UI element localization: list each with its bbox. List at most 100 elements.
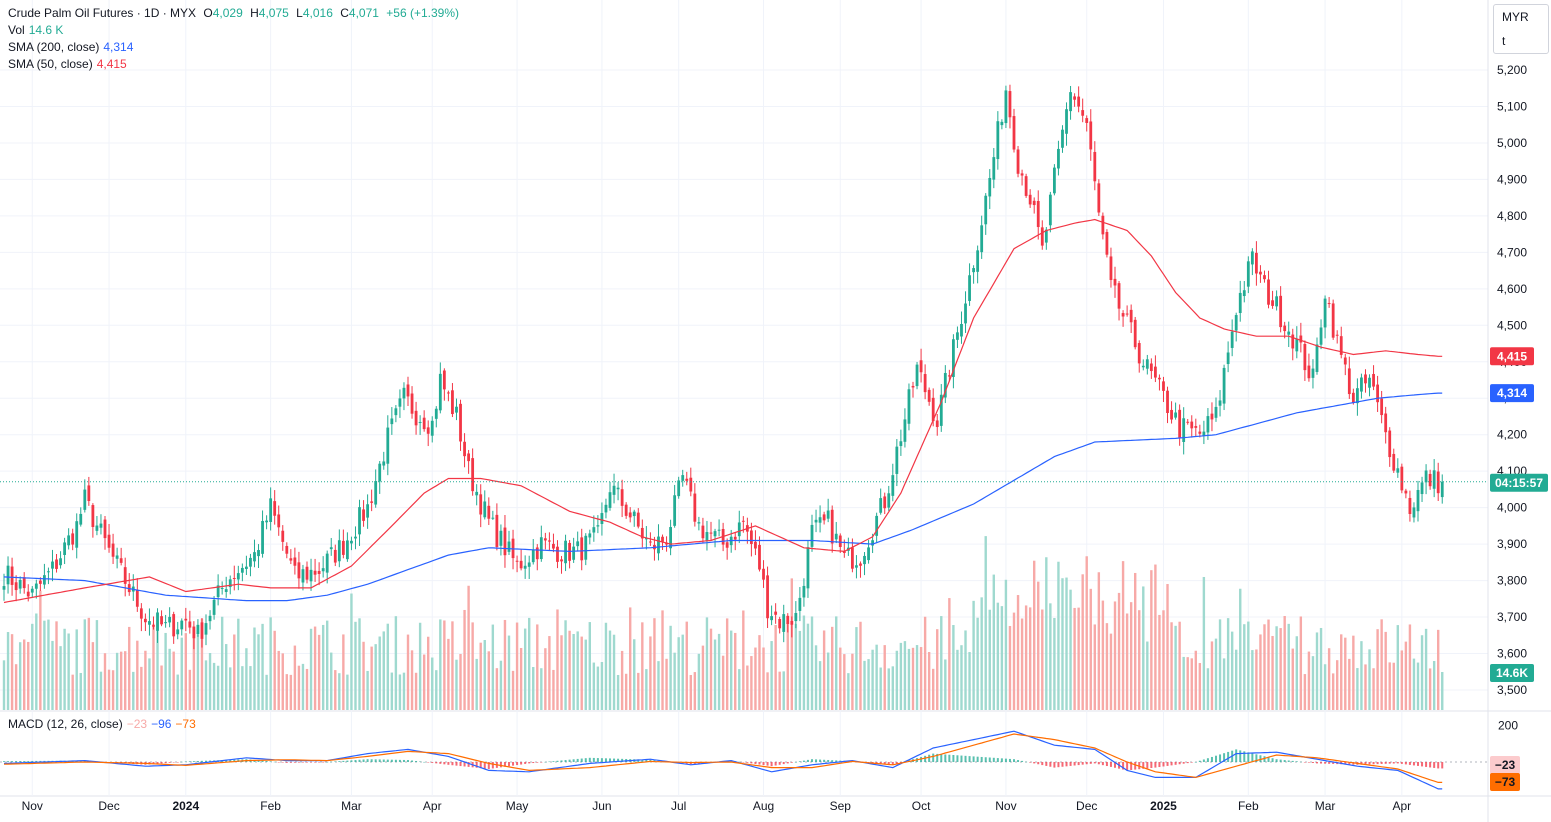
volume-bar: [697, 653, 701, 710]
candle-body: [281, 530, 285, 542]
volume-bar: [257, 634, 260, 710]
volume-bar: [1158, 614, 1161, 710]
volume-bar: [451, 621, 454, 710]
candle-body: [1133, 319, 1137, 348]
volume-bar: [192, 631, 196, 710]
macd-histogram-bar: [871, 762, 874, 763]
volume-legend[interactable]: Vol 14.6 K: [8, 22, 67, 39]
candle-body: [1424, 470, 1428, 483]
volume-bar: [245, 648, 248, 710]
volume-bar: [600, 661, 604, 710]
volume-bar: [31, 623, 34, 710]
macd-histogram-bar: [160, 762, 163, 764]
unit-selector[interactable]: MYR t: [1493, 4, 1549, 54]
macd-histogram-bar: [1251, 753, 1254, 762]
volume-bar: [883, 645, 886, 710]
volume-bar: [87, 617, 91, 710]
candle-body: [1186, 421, 1190, 423]
candle-body: [204, 623, 208, 635]
candle-body: [1097, 183, 1101, 213]
macd-histogram-bar: [1182, 762, 1185, 764]
volume-bar: [1441, 672, 1444, 710]
candle-body: [770, 616, 773, 621]
candle-body: [624, 504, 628, 516]
candle-body: [341, 540, 345, 555]
macd-histogram-bar: [819, 759, 822, 762]
candle-body: [1440, 481, 1444, 498]
macd-histogram-bar: [774, 762, 777, 766]
volume-bar: [693, 672, 697, 710]
sma200-legend[interactable]: SMA (200, close) 4,314: [8, 39, 137, 56]
candle-body: [337, 540, 341, 562]
macd-histogram-bar: [1202, 759, 1205, 762]
volume-bar: [972, 600, 975, 710]
symbol-legend: Crude Palm Oil Futures · 1D · MYX O4,029…: [8, 5, 463, 22]
macd-histogram-bar: [564, 760, 567, 762]
volume-bar: [835, 616, 838, 710]
candle-body: [980, 225, 984, 253]
volume-bar: [184, 633, 187, 710]
volume-bar: [1408, 624, 1412, 710]
candle-body: [370, 501, 374, 503]
candle-body: [1194, 426, 1198, 428]
candle-body: [1388, 430, 1392, 458]
macd-histogram-bar: [758, 762, 761, 765]
candle-body: [1295, 338, 1299, 352]
ohlc-low: L4,016: [296, 6, 333, 20]
candle-body: [596, 525, 600, 527]
candle-body: [99, 523, 103, 528]
candle-body: [786, 615, 790, 625]
currency-label[interactable]: MYR: [1502, 10, 1529, 24]
candle-body: [228, 579, 232, 588]
sma50-legend[interactable]: SMA (50, close) 4,415: [8, 56, 131, 73]
candle-body: [806, 547, 810, 589]
macd-histogram-bar: [1134, 762, 1137, 770]
candle-body: [758, 544, 761, 570]
macd-histogram-bar: [1311, 762, 1314, 763]
macd-histogram-bar: [1045, 762, 1048, 766]
volume-bar: [1251, 650, 1254, 710]
volume-bar: [289, 674, 293, 710]
volume-bar: [746, 665, 749, 710]
volume-bar: [576, 631, 579, 710]
candle-body: [176, 629, 180, 635]
symbol-title[interactable]: Crude Palm Oil Futures · 1D · MYX: [8, 6, 197, 20]
volume-bar: [427, 636, 430, 710]
macd-histogram-bar: [301, 762, 304, 763]
macd-histogram-bar: [790, 762, 793, 763]
macd-histogram-bar: [1368, 762, 1371, 765]
volume-bar: [851, 653, 854, 710]
unit-label[interactable]: t: [1502, 34, 1506, 48]
volume-bar: [1097, 572, 1101, 710]
candle-body: [608, 492, 612, 508]
macd-histogram-bar: [798, 761, 801, 762]
y-tick-label: 3,500: [1497, 683, 1527, 697]
macd-histogram-bar: [1328, 762, 1331, 764]
candle-body: [1178, 409, 1182, 438]
candle-body: [1255, 252, 1258, 274]
macd-histogram-bar: [1021, 760, 1024, 762]
volume-bar: [1372, 668, 1375, 710]
volume-bar: [1057, 561, 1060, 710]
candle-body: [1198, 431, 1202, 434]
candle-body: [616, 487, 620, 490]
volume-bar: [23, 639, 26, 710]
candle-body: [329, 547, 333, 550]
volume-bar: [1404, 641, 1408, 710]
volume-bar: [612, 634, 616, 710]
macd-histogram-bar: [398, 759, 401, 762]
macd-histogram-bar: [875, 762, 878, 764]
volume-bar: [176, 674, 179, 710]
volume-bar: [1101, 600, 1105, 710]
volume-bar: [511, 670, 515, 710]
macd-histogram-bar: [1384, 762, 1387, 764]
candle-body: [55, 559, 58, 569]
volume-bar: [1008, 625, 1012, 710]
macd-histogram-bar: [451, 762, 454, 766]
candle-body: [1380, 398, 1384, 416]
macd-histogram-bar: [79, 760, 82, 762]
candle-body: [172, 614, 176, 637]
macd-histogram-bar: [568, 759, 571, 762]
macd-legend[interactable]: MACD (12, 26, close) −23 −96 −73: [8, 716, 200, 733]
